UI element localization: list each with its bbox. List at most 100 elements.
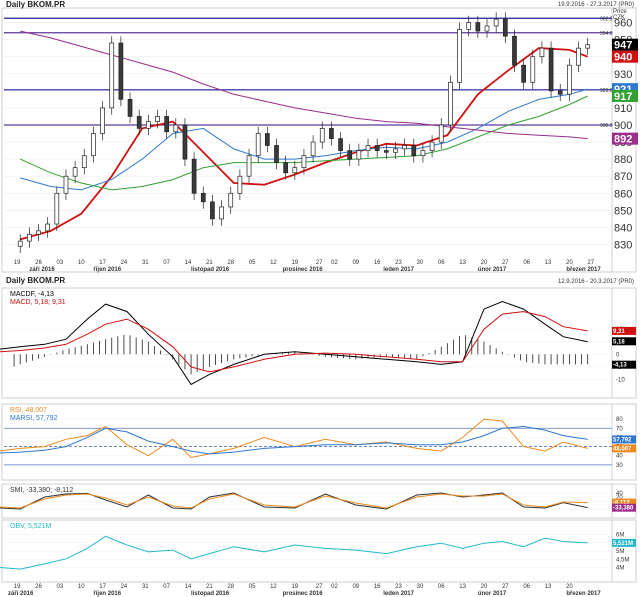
price-y-tick-label: 860: [614, 188, 632, 200]
candle-body: [493, 18, 499, 27]
price-month-label: březen 2017: [566, 267, 601, 273]
indicator-last-value-badge: [612, 360, 636, 369]
candle-body: [411, 145, 417, 157]
indicator-y-tick-label: 70: [616, 426, 623, 432]
bottom-x-tick-label: 27: [502, 584, 509, 590]
indicator-y-tick-label: 0: [616, 352, 620, 358]
price-x-tick-label: 30: [417, 260, 424, 266]
price-x-tick-label: 28: [227, 260, 234, 266]
price-x-tick-label: 13: [545, 260, 552, 266]
candle-body: [429, 141, 435, 151]
price-y-tick-label: 900: [614, 120, 632, 132]
price-y-tick-label: 930: [614, 69, 632, 81]
candle-body: [329, 128, 334, 139]
indicator-y-tick-label: 40: [616, 454, 623, 460]
indicator-y-tick-label: 4,5M: [616, 557, 629, 563]
bottom-x-tick-label: 13: [545, 584, 552, 590]
bottom-x-tick-label: 30: [417, 584, 424, 590]
candle-body: [17, 240, 23, 247]
candle-body: [200, 192, 206, 203]
currency-unit-label: CZK: [613, 15, 625, 21]
candle-body: [338, 138, 343, 151]
indicator-series-line: [0, 300, 588, 386]
last-value-badge: [612, 38, 638, 51]
price-y-tick-label: 870: [614, 171, 632, 183]
price-x-tick-label: 10: [78, 260, 85, 266]
moving-average-line: [19, 95, 588, 191]
indicator-y-tick-label: 80: [616, 417, 623, 423]
indicator-series-line: [0, 418, 588, 459]
moving-average-line: [20, 30, 588, 140]
price-x-tick-label: 21: [206, 260, 213, 266]
indicator-y-tick-label: 20: [616, 495, 623, 501]
price-x-tick-label: 06: [438, 260, 445, 266]
candle-body: [27, 233, 32, 242]
indicator-legend-entry: SMI, -33,380; -8,112: [10, 487, 73, 494]
indicator-last-value-badge: [612, 498, 636, 507]
price-x-tick-label: 12: [270, 260, 277, 266]
bottom-month-label: březen 2017: [566, 591, 601, 597]
candle-body: [54, 192, 60, 225]
bottom-x-tick-label: 10: [78, 584, 85, 590]
price-month-label: září 2016: [29, 267, 55, 273]
price-x-tick-label: 19: [14, 260, 21, 266]
bottom-month-label: leden 2017: [383, 591, 414, 597]
price-y-tick-label: 840: [614, 222, 632, 234]
candle-body: [228, 192, 234, 208]
price-x-tick-label: 27: [316, 260, 323, 266]
indicator-y-tick-label: 5M: [616, 549, 624, 555]
price-x-tick-label: 17: [99, 260, 106, 266]
price-candles: [17, 12, 591, 254]
last-value-badge: [612, 50, 638, 63]
candle-body: [466, 22, 472, 30]
bottom-month-label: únor 2017: [478, 591, 507, 597]
price-x-tick-label: 03: [57, 260, 64, 266]
last-value-text: 947: [614, 40, 632, 52]
indicator-last-value-text: 5,521M: [613, 541, 633, 547]
candle-body: [457, 29, 462, 83]
indicator-series-line: [0, 493, 588, 509]
price-y-tick-label: 960: [614, 18, 632, 30]
price-x-tick-label: 16: [374, 260, 381, 266]
price-x-axis: 19 26 03 10 17 24 31 07 14 21 28 05 12 19 27 02 09 16 23 30…: [14, 260, 602, 273]
candle-body: [475, 22, 481, 32]
candle-body: [109, 42, 115, 109]
indicator-panel-date-range: 12.9.2016 - 20.3.2017 (PR0): [558, 279, 634, 285]
indicator-last-value-text: -4,13: [613, 363, 627, 369]
price-panel-date-range: 19.9.2016 - 27.3.2017 (PR0): [558, 2, 634, 8]
indicator-panel-smi: -40-2002040SMI, -33,380; -8,112-8,112-33…: [0, 483, 637, 519]
candle-body: [164, 116, 170, 133]
price-x-tick-label: 19: [291, 260, 298, 266]
bottom-month-label: listopad 2016: [191, 591, 230, 597]
price-moving-averages: [19, 30, 589, 241]
candle-body: [81, 155, 87, 169]
candle-body: [347, 150, 353, 160]
price-x-tick-label: 31: [142, 260, 149, 266]
candle-body: [145, 121, 151, 129]
candle-body: [118, 42, 124, 100]
bottom-x-tick-label: 09: [352, 584, 359, 590]
candle-body: [585, 44, 591, 49]
bottom-x-tick-label: 27: [316, 584, 323, 590]
bottom-x-tick-label: 26: [35, 584, 42, 590]
candle-body: [191, 158, 197, 194]
indicator-panel-frame: [1, 403, 637, 481]
last-value-text: 917: [614, 91, 632, 103]
bottom-month-label: září 2016: [8, 591, 34, 597]
candle-body: [521, 64, 526, 83]
price-panel-title: Daily BKOM.PR: [6, 0, 65, 9]
candle-body: [182, 124, 188, 160]
price-x-tick-label: 05: [249, 260, 256, 266]
indicator-series-line: [0, 311, 588, 373]
indicator-y-tick-label: 4M: [616, 566, 624, 572]
price-x-tick-label: 07: [163, 260, 170, 266]
bottom-x-tick-label: 13: [459, 584, 466, 590]
indicator-y-tick-label: 40: [616, 491, 623, 497]
bottom-x-tick-label: 07: [163, 584, 170, 590]
candle-body: [374, 145, 380, 151]
bottom-x-tick-label: 20: [481, 584, 488, 590]
price-x-tick-label: 24: [121, 260, 128, 266]
